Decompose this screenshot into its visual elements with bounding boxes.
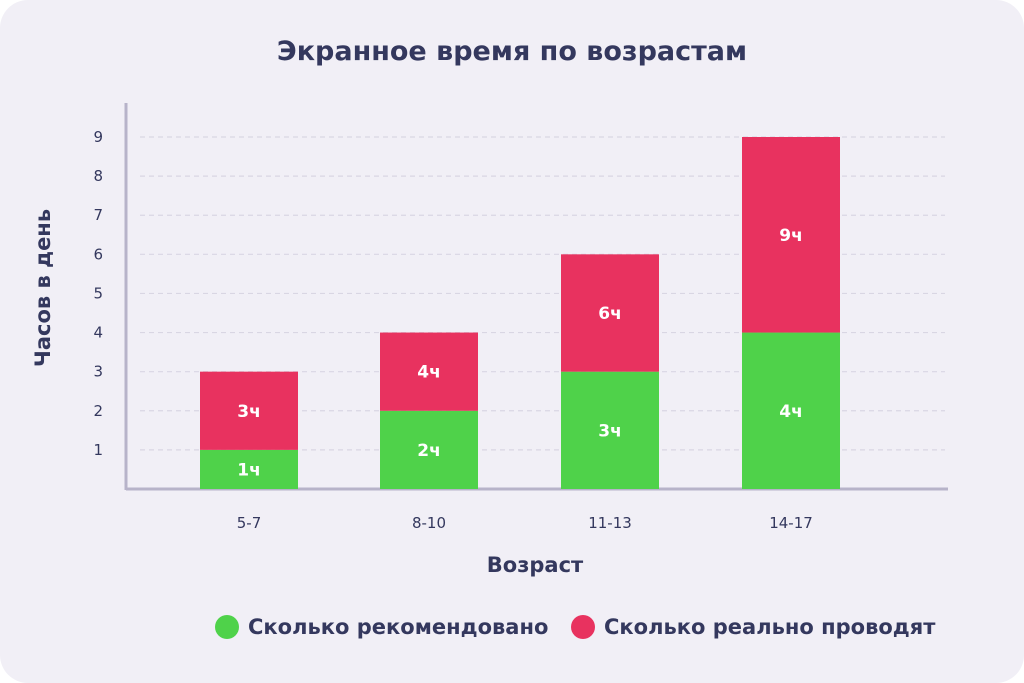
y-tick-label: 6: [93, 245, 103, 263]
x-tick-label: 8-10: [412, 514, 446, 532]
bar-value-label: 1ч: [237, 460, 261, 480]
y-tick-label: 1: [93, 441, 103, 459]
legend-swatch: [215, 615, 239, 639]
x-axis-label: Возраст: [487, 553, 584, 577]
x-tick-label: 5-7: [237, 514, 262, 532]
bar-value-label: 2ч: [417, 441, 441, 461]
y-tick-label: 4: [93, 324, 103, 342]
bar-segment: [380, 332, 478, 411]
bar-segment: [200, 449, 298, 489]
x-tick-labels: 5-7 8-10 11-13 14-17: [237, 514, 813, 532]
y-tick-label: 7: [93, 206, 103, 224]
y-tick-label: 2: [93, 402, 103, 420]
y-axis-label: Часов в день: [31, 209, 55, 367]
legend: Сколько рекомендовано Сколько реально про…: [215, 615, 936, 639]
y-tick-labels: 1 2 3 4 5 6 7 8 9: [93, 128, 103, 459]
y-tick-label: 8: [93, 167, 103, 185]
x-tick-label: 14-17: [769, 514, 813, 532]
y-tick-label: 3: [93, 363, 103, 381]
bar-value-label: 9ч: [779, 226, 803, 246]
chart-title: Экранное время по возрастам: [277, 36, 747, 67]
bar-segment: [742, 332, 840, 489]
x-tick-label: 11-13: [588, 514, 632, 532]
bars: 1ч 3ч 2ч 4ч 3ч 6ч 4ч 9ч: [200, 137, 840, 489]
bar-segment: [380, 410, 478, 489]
bar-value-label: 4ч: [417, 363, 441, 383]
legend-swatch: [571, 615, 595, 639]
bar-segment: [561, 254, 659, 372]
bar-value-label: 3ч: [598, 421, 622, 441]
legend-entry-label: Сколько реально проводят: [604, 615, 936, 639]
bar-segment: [561, 371, 659, 489]
bar-segment: [742, 137, 840, 333]
bar-value-label: 3ч: [237, 402, 261, 422]
legend-entry-label: Сколько рекомендовано: [248, 615, 548, 639]
bar-segment: [200, 371, 298, 450]
y-tick-label: 5: [93, 284, 103, 302]
bar-value-label: 6ч: [598, 304, 622, 324]
bar-value-label: 4ч: [779, 402, 803, 422]
y-tick-label: 9: [93, 128, 103, 146]
